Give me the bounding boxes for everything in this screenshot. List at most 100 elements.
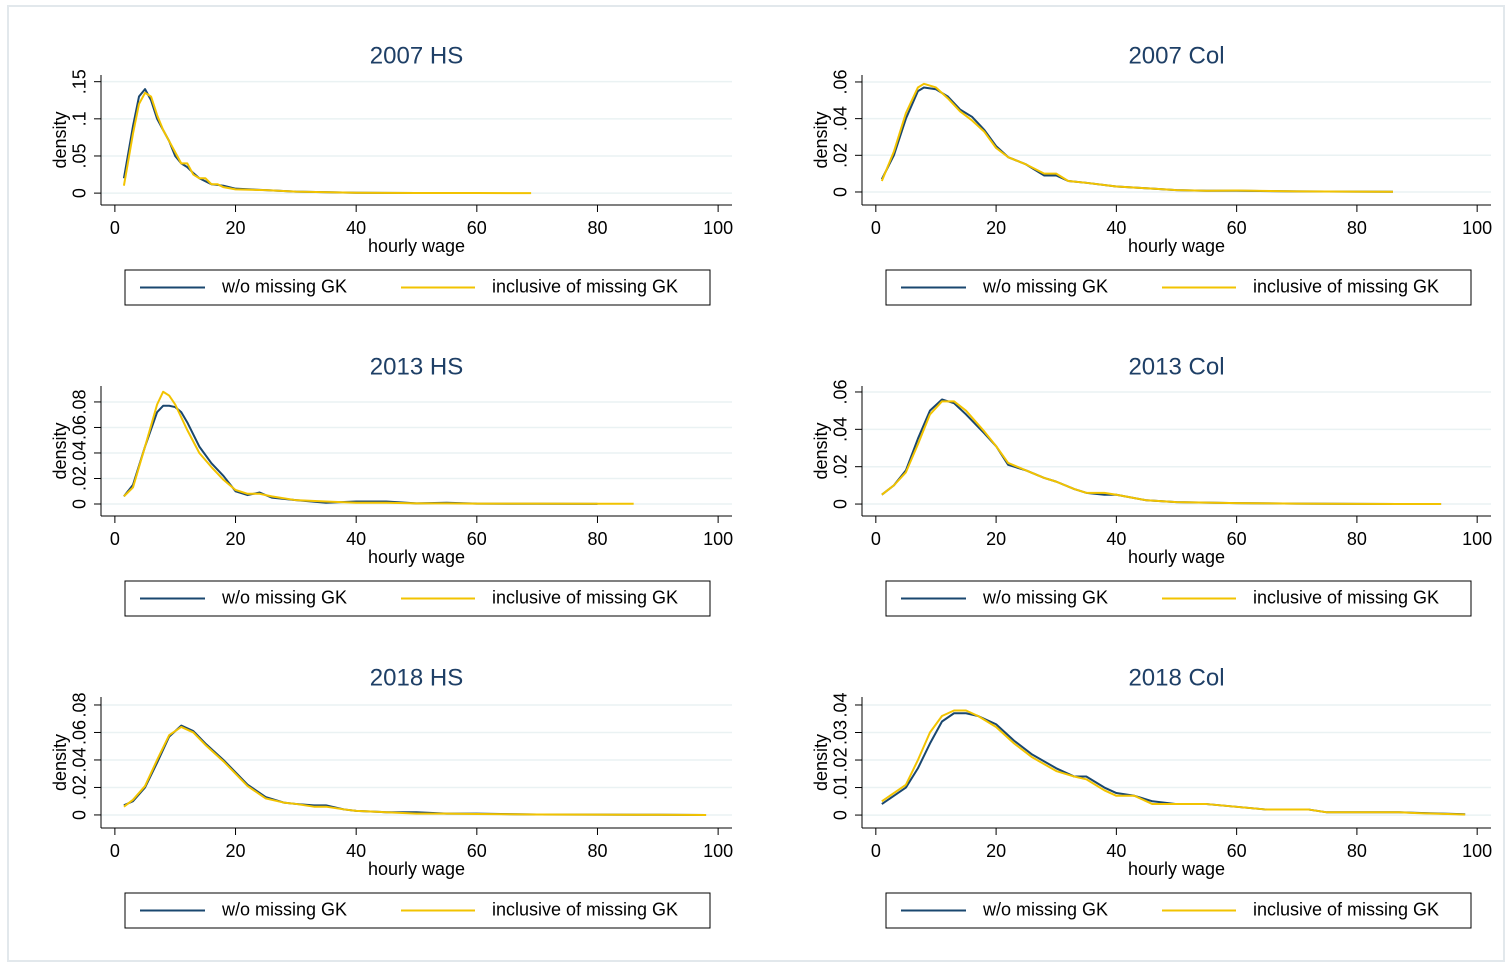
legend-label: w/o missing GK [221, 276, 347, 296]
legend-label: w/o missing GK [221, 899, 347, 919]
y-axis-label: density [50, 422, 70, 479]
x-tick-label: 0 [110, 529, 120, 549]
x-tick-label: 80 [587, 529, 607, 549]
panel-title: 2013 HS [370, 353, 463, 380]
x-tick-label: 100 [703, 529, 733, 549]
y-tick-label: 0 [70, 188, 90, 198]
panel-title: 2007 Col [1128, 42, 1224, 69]
y-tick-label: .06 [831, 379, 851, 404]
x-axis-label: hourly wage [368, 547, 465, 567]
x-tick-label: 60 [1227, 529, 1247, 549]
density-line [122, 91, 532, 195]
x-axis-label: hourly wage [1128, 859, 1225, 879]
x-axis-label: hourly wage [1128, 236, 1225, 256]
x-tick-label: 80 [1347, 218, 1367, 238]
x-tick-label: 100 [703, 218, 733, 238]
density-line [881, 400, 1442, 506]
legend-label: w/o missing GK [982, 899, 1108, 919]
x-tick-label: 20 [986, 218, 1006, 238]
x-tick-label: 80 [1347, 529, 1367, 549]
y-axis-label: density [811, 111, 831, 168]
x-axis-label: hourly wage [1128, 547, 1225, 567]
panel: 2007 HS 0 .05 .1 .15 0 20 40 60 80 100 hourly wage d… [50, 42, 733, 306]
y-tick-label: .04 [831, 106, 851, 131]
x-tick-label: 80 [587, 218, 607, 238]
x-tick-label: 0 [871, 841, 881, 861]
legend-label: inclusive of missing GK [492, 276, 678, 296]
y-tick-label: .15 [70, 69, 90, 94]
x-tick-label: 40 [346, 529, 366, 549]
y-tick-label: .08 [70, 389, 90, 414]
x-tick-label: 100 [1462, 841, 1492, 861]
legend-label: inclusive of missing GK [492, 899, 678, 919]
x-tick-label: 0 [110, 841, 120, 861]
panel-title: 2018 Col [1128, 664, 1224, 691]
density-line [123, 390, 634, 505]
y-axis-label: density [50, 111, 70, 168]
legend-label: inclusive of missing GK [1253, 899, 1439, 919]
legend-label: w/o missing GK [221, 587, 347, 607]
y-tick-label: .01 [831, 775, 851, 800]
density-line [880, 82, 1393, 193]
y-tick-label: 0 [70, 810, 90, 820]
y-tick-label: .06 [70, 415, 90, 440]
x-tick-label: 20 [226, 218, 246, 238]
y-tick-label: 0 [831, 810, 851, 820]
density-line [123, 725, 707, 816]
panel-title: 2007 HS [370, 42, 463, 69]
x-axis-label: hourly wage [368, 859, 465, 879]
x-tick-label: 80 [587, 841, 607, 861]
y-axis-label: density [811, 422, 831, 479]
y-tick-label: .05 [70, 143, 90, 168]
x-tick-label: 40 [1106, 529, 1126, 549]
y-tick-label: 0 [70, 499, 90, 509]
density-line [881, 709, 1466, 816]
x-tick-label: 80 [1347, 841, 1367, 861]
y-tick-label: .08 [70, 692, 90, 717]
x-tick-label: 60 [467, 529, 487, 549]
x-tick-label: 60 [467, 218, 487, 238]
y-tick-label: .06 [831, 69, 851, 94]
x-tick-label: 100 [1462, 218, 1492, 238]
legend-label: w/o missing GK [982, 276, 1108, 296]
panel: 2007 Col 0 .02 .04 .06 0 20 40 60 80 100 hourly wag… [811, 42, 1492, 306]
figure-frame [7, 5, 1505, 962]
legend-label: inclusive of missing GK [1253, 587, 1439, 607]
y-tick-label: 0 [831, 499, 851, 509]
panel: 2013 HS 0 .02.04.06.08 0 20 40 60 80 100 hourly w… [50, 353, 733, 617]
x-tick-label: 40 [346, 841, 366, 861]
x-tick-label: 0 [871, 218, 881, 238]
legend-label: w/o missing GK [982, 587, 1108, 607]
x-tick-label: 60 [1227, 218, 1247, 238]
x-tick-label: 40 [1106, 218, 1126, 238]
x-tick-label: 100 [703, 841, 733, 861]
y-tick-label: .02 [70, 466, 90, 491]
panel: 2018 Col 0 .01.02 .03 .04 0 20 40 60 80 100 hourly … [811, 664, 1492, 929]
y-tick-label: .06 [70, 720, 90, 745]
y-tick-label: .1 [70, 111, 90, 126]
x-tick-label: 60 [467, 841, 487, 861]
x-tick-label: 20 [226, 529, 246, 549]
y-tick-label: .02 [831, 454, 851, 479]
x-tick-label: 0 [871, 529, 881, 549]
x-tick-label: 40 [346, 218, 366, 238]
panel: 2013 Col 0 .02 .04 .06 0 20 40 60 80 100 hourly wag… [811, 353, 1492, 617]
y-tick-label: .02 [831, 748, 851, 773]
x-axis-label: hourly wage [368, 236, 465, 256]
x-tick-label: 100 [1462, 529, 1492, 549]
x-tick-label: 20 [226, 841, 246, 861]
x-tick-label: 20 [986, 841, 1006, 861]
y-axis-label: density [811, 734, 831, 791]
y-tick-label: .02 [70, 775, 90, 800]
x-tick-label: 0 [110, 218, 120, 238]
panel: 2018 HS 0 .02 .04.06 .08 0 20 40 60 80 100 hourly w… [50, 664, 733, 929]
y-tick-label: .02 [831, 143, 851, 168]
y-tick-label: .04 [70, 747, 90, 772]
legend-label: inclusive of missing GK [1253, 276, 1439, 296]
y-tick-label: .04 [70, 440, 90, 465]
panel-title: 2018 HS [370, 664, 463, 691]
x-tick-label: 40 [1106, 841, 1126, 861]
y-tick-label: .04 [831, 417, 851, 442]
panel-title: 2013 Col [1128, 353, 1224, 380]
